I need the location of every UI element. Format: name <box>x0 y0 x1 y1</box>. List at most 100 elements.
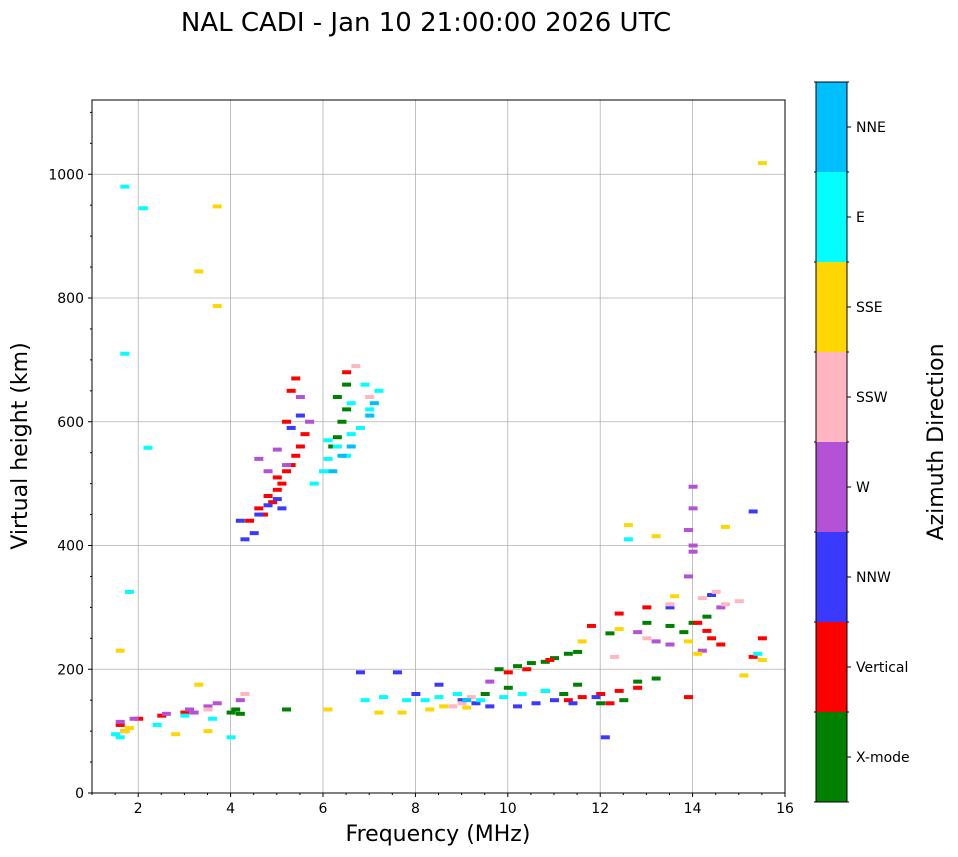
data-point <box>499 695 509 700</box>
colorbar-segment <box>816 172 847 262</box>
data-point <box>476 698 486 703</box>
data-point <box>319 469 328 474</box>
data-point <box>559 692 569 696</box>
data-point <box>374 388 384 393</box>
data-point <box>392 670 402 675</box>
colorbar-title: Azimuth Direction <box>924 343 949 540</box>
data-point <box>161 711 171 716</box>
data-point <box>434 682 444 687</box>
data-point <box>757 657 767 662</box>
data-point <box>194 682 204 687</box>
data-point <box>420 698 430 703</box>
data-point <box>282 469 292 474</box>
data-point <box>716 642 726 647</box>
data-point <box>337 419 347 424</box>
data-point <box>526 661 536 666</box>
data-point <box>434 695 444 700</box>
data-point <box>540 688 550 693</box>
data-point <box>665 602 675 607</box>
data-point <box>203 707 213 712</box>
data-point <box>568 701 578 706</box>
data-point <box>342 370 352 375</box>
data-point <box>245 518 255 523</box>
data-point <box>379 695 389 700</box>
data-point <box>355 670 365 675</box>
data-point <box>605 701 615 706</box>
data-point <box>323 707 333 712</box>
colorbar-segment <box>816 82 847 172</box>
data-point <box>619 698 629 703</box>
data-point <box>665 605 675 610</box>
series-xmode <box>226 382 712 716</box>
x-tick-label: 8 <box>411 801 420 817</box>
data-point <box>300 432 310 437</box>
data-point <box>563 698 573 703</box>
x-tick-label: 14 <box>684 801 702 817</box>
data-point <box>503 685 513 690</box>
data-point <box>651 676 661 681</box>
y-tick-label: 1000 <box>48 167 84 183</box>
data-point <box>596 701 606 706</box>
colorbar-tick-label: NNW <box>856 570 891 586</box>
data-point <box>748 654 758 659</box>
series-nne <box>328 401 472 703</box>
data-point <box>115 722 125 727</box>
data-point <box>573 649 583 654</box>
y-axis-title: Virtual height (km) <box>8 342 33 549</box>
data-point <box>189 710 199 715</box>
data-point <box>240 537 250 542</box>
data-point <box>586 623 596 628</box>
data-point <box>138 206 148 211</box>
data-point <box>171 732 181 737</box>
data-point <box>291 453 301 458</box>
x-axis-ticks: 2 4 6 8 10 12 14 16 <box>91 793 794 817</box>
data-point <box>120 351 130 356</box>
data-point <box>688 543 698 548</box>
series-ssw <box>203 364 744 712</box>
data-point <box>124 726 134 731</box>
data-point <box>596 692 606 696</box>
data-point <box>332 444 342 449</box>
colorbar-segment <box>816 352 847 442</box>
data-point <box>355 425 365 430</box>
data-point <box>545 657 555 662</box>
data-point <box>688 549 698 554</box>
data-point <box>679 630 689 635</box>
data-point <box>360 382 370 387</box>
data-point <box>494 667 504 672</box>
colorbar-tick-label: NNE <box>856 120 886 136</box>
y-tick-label: 200 <box>57 662 84 678</box>
data-point <box>651 639 661 644</box>
data-point <box>411 692 421 696</box>
data-point <box>263 469 273 474</box>
data-point <box>305 419 315 424</box>
data-point <box>720 602 730 607</box>
data-point <box>452 692 462 696</box>
data-point <box>462 698 472 703</box>
data-point <box>374 710 384 715</box>
data-point <box>235 711 245 716</box>
colorbar-segment <box>816 712 847 802</box>
chart-title: NAL CADI - Jan 10 21:00:00 2026 UTC <box>181 8 671 38</box>
data-point <box>346 401 356 406</box>
data-point <box>295 444 305 449</box>
data-point <box>286 425 296 430</box>
data-point <box>332 435 342 440</box>
data-point <box>605 631 615 636</box>
series-w <box>115 395 726 724</box>
data-point <box>707 636 717 641</box>
x-tick-label: 16 <box>776 801 794 817</box>
data-point <box>143 445 153 450</box>
data-point <box>513 704 523 709</box>
data-point <box>258 512 268 517</box>
data-point <box>111 732 121 737</box>
y-axis-ticks: 0 200 400 600 800 1000 <box>48 111 92 802</box>
data-point <box>115 735 125 740</box>
data-point <box>309 481 319 486</box>
data-point <box>235 698 245 703</box>
data-point <box>295 413 305 418</box>
data-point <box>642 620 652 625</box>
data-point <box>531 701 541 706</box>
data-point <box>286 463 296 468</box>
data-point <box>471 701 481 706</box>
